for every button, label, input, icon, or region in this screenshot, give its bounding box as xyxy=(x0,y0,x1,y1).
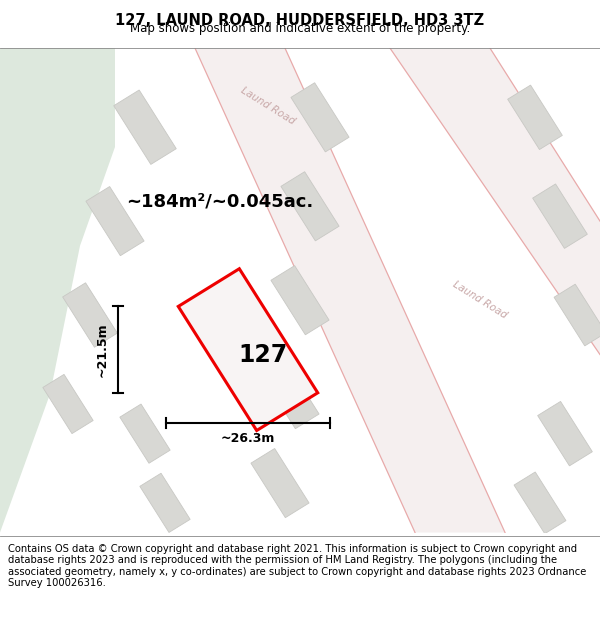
Polygon shape xyxy=(514,472,566,534)
Polygon shape xyxy=(114,90,176,164)
Polygon shape xyxy=(291,82,349,152)
Polygon shape xyxy=(508,85,562,149)
Text: Laund Road: Laund Road xyxy=(451,279,509,321)
Text: ~184m²/~0.045ac.: ~184m²/~0.045ac. xyxy=(127,192,314,211)
Polygon shape xyxy=(390,48,600,354)
Text: 127, LAUND ROAD, HUDDERSFIELD, HD3 3TZ: 127, LAUND ROAD, HUDDERSFIELD, HD3 3TZ xyxy=(115,14,485,29)
Polygon shape xyxy=(261,359,319,429)
Text: ~21.5m: ~21.5m xyxy=(95,322,109,377)
Polygon shape xyxy=(140,473,190,532)
Text: Laund Road: Laund Road xyxy=(239,85,297,126)
Text: 127: 127 xyxy=(238,342,287,367)
Polygon shape xyxy=(62,282,118,348)
Polygon shape xyxy=(178,269,318,431)
Text: Map shows position and indicative extent of the property.: Map shows position and indicative extent… xyxy=(130,22,470,34)
Polygon shape xyxy=(86,186,144,256)
Polygon shape xyxy=(43,374,93,434)
Polygon shape xyxy=(251,449,309,518)
Polygon shape xyxy=(538,401,592,466)
Polygon shape xyxy=(0,48,115,532)
Polygon shape xyxy=(271,266,329,335)
Text: Contains OS data © Crown copyright and database right 2021. This information is : Contains OS data © Crown copyright and d… xyxy=(8,544,586,588)
Polygon shape xyxy=(554,284,600,346)
Polygon shape xyxy=(195,48,505,532)
Polygon shape xyxy=(120,404,170,463)
Text: ~26.3m: ~26.3m xyxy=(221,432,275,445)
Polygon shape xyxy=(533,184,587,248)
Polygon shape xyxy=(281,172,339,241)
